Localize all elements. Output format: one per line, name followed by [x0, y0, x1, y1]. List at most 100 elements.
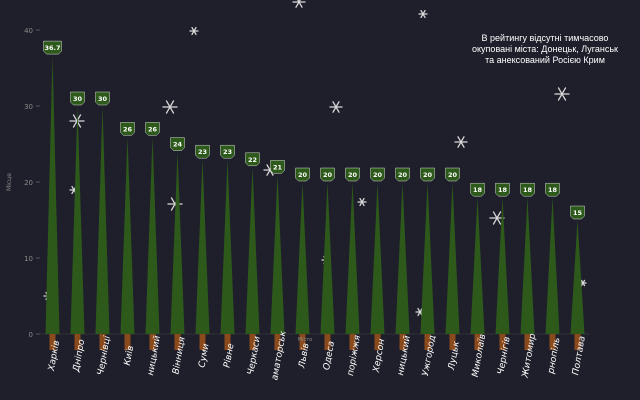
tree-trunk	[549, 334, 556, 350]
data-label: 20	[448, 171, 458, 179]
bar-Краматорськ	[270, 174, 285, 334]
data-label: 30	[98, 95, 108, 103]
data-label-badge	[545, 183, 560, 197]
bar-Одеса	[320, 182, 335, 334]
tree-trunk	[399, 334, 406, 350]
snowflake-icon	[162, 100, 178, 114]
tree-trunk	[349, 334, 356, 350]
data-label-badge	[445, 167, 460, 182]
data-label-badge	[420, 167, 435, 182]
data-label: 18	[548, 186, 558, 194]
data-label-badge	[43, 40, 62, 55]
bar-Житомир	[520, 197, 535, 334]
y-tick-label: 0	[29, 331, 33, 339]
x-axis-label: Місто	[298, 337, 312, 343]
bar-Хмельницький	[395, 182, 410, 334]
bar-Кропивницький	[145, 136, 160, 334]
x-tick-label: ницький	[396, 335, 413, 377]
bar-Миколаїв	[470, 197, 485, 334]
data-label-badge	[570, 205, 585, 220]
tree-trunk	[574, 334, 581, 350]
data-label-badge	[220, 145, 235, 159]
x-tick-label: Чернігів	[496, 336, 513, 375]
snowflake-icon	[292, 0, 306, 8]
chart-note: В рейтингу відсутні тимчасово окуповані …	[472, 33, 618, 65]
x-tick-label: Миколаїв	[471, 333, 488, 378]
data-label-badge	[70, 91, 85, 106]
tree-trunk	[424, 334, 431, 350]
data-label-badge	[345, 167, 360, 182]
bar-Луцьк	[445, 182, 460, 334]
tree-trunk	[174, 334, 181, 350]
x-tick-label: Ужгород	[421, 334, 438, 376]
tree-trunk	[74, 334, 81, 350]
data-label-badge	[120, 122, 135, 136]
data-label: 18	[523, 186, 533, 194]
data-label: 20	[373, 171, 383, 179]
data-label: 21	[273, 163, 283, 171]
tree-trunk	[374, 334, 381, 350]
data-label: 22	[248, 156, 257, 164]
snowflake-icon	[418, 9, 428, 19]
tree-trunk	[499, 334, 506, 350]
tree-trunk	[99, 334, 106, 350]
x-tick-label: Одеса	[322, 340, 337, 371]
tree-trunk	[224, 334, 231, 350]
y-tick-label: 30	[24, 103, 33, 111]
x-tick-label: Рівне	[222, 342, 236, 368]
data-label: 20	[398, 171, 408, 179]
data-label: 26	[123, 125, 133, 133]
bar-Київ	[120, 136, 135, 334]
y-tick-label: 40	[24, 27, 33, 35]
data-label: 20	[323, 171, 333, 179]
tree-trunk	[199, 334, 206, 350]
data-label: 23	[223, 148, 232, 156]
tree-trunk	[274, 334, 281, 350]
snowflake-icon	[189, 26, 199, 36]
data-label: 30	[73, 95, 83, 103]
data-label-badge	[520, 183, 535, 197]
tree-trunk	[124, 334, 131, 350]
tree-trunk	[249, 334, 256, 350]
data-label: 36.7	[44, 44, 60, 52]
x-tick-label: Вінниця	[171, 336, 188, 376]
x-tick-label: Черкаси	[246, 335, 263, 375]
tree-trunk	[299, 334, 306, 350]
x-tick-label: аматорськ	[270, 330, 289, 382]
tree-trunk	[49, 334, 56, 350]
x-tick-label: Київ	[123, 345, 136, 366]
bar-Черкаси	[245, 166, 260, 334]
x-tick-label: Суми	[198, 343, 212, 369]
y-tick-label: 20	[24, 179, 33, 187]
data-label-badge	[370, 167, 385, 182]
tree-trunk	[449, 334, 456, 350]
data-label-badge	[95, 91, 110, 106]
data-label: 18	[498, 186, 508, 194]
x-tick-label: рнопіль	[546, 337, 562, 376]
bar-Запоріжжя	[345, 182, 360, 334]
data-label: 20	[423, 171, 433, 179]
bar-Чернівці	[95, 106, 110, 334]
x-tick-label: Житомир	[521, 333, 539, 380]
bar-Суми	[195, 159, 210, 334]
x-tick-label: Харків	[47, 340, 62, 373]
snowflake-icon	[69, 114, 85, 128]
data-label-badge	[470, 183, 485, 197]
bar-Вінниця	[170, 151, 185, 334]
snowflake-icon	[454, 136, 468, 148]
snowflake-icon	[357, 197, 367, 207]
x-tick-label: Полтава	[571, 335, 588, 376]
tree-trunk	[524, 334, 531, 350]
snowflake-icon	[329, 101, 343, 113]
data-label: 24	[173, 141, 183, 149]
bar-Херсон	[370, 182, 385, 334]
y-axis-label: Місце	[6, 173, 13, 191]
bar-Дніпро	[70, 106, 85, 334]
bar-Харків	[45, 55, 60, 334]
x-tick-label: Херсон	[372, 338, 388, 374]
y-tick-label: 10	[24, 255, 33, 263]
data-label: 20	[348, 171, 358, 179]
data-label-badge	[195, 145, 210, 159]
data-label: 20	[298, 171, 308, 179]
